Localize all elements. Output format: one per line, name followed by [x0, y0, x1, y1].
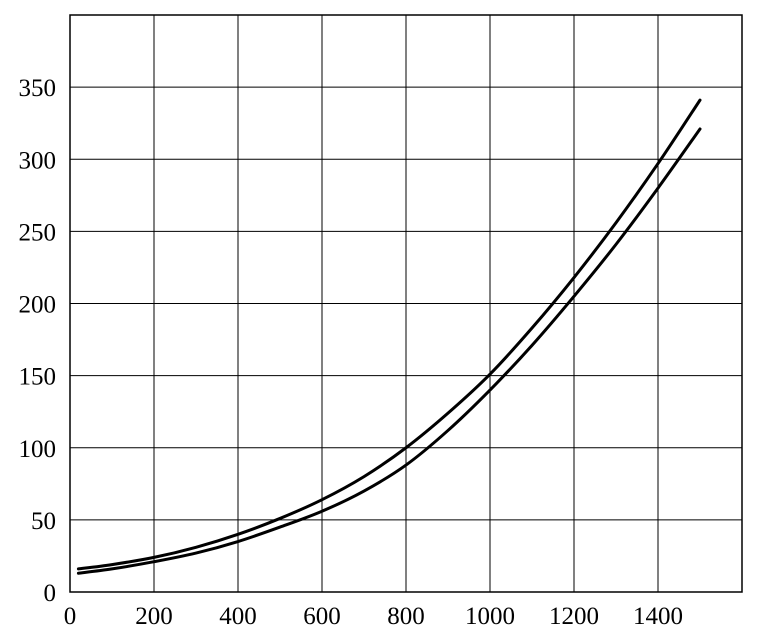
- x-tick-label: 0: [64, 603, 77, 630]
- data-series: [76, 98, 702, 575]
- x-tick-label: 1200: [549, 603, 599, 630]
- x-tick-label: 1400: [633, 603, 683, 630]
- y-tick-label: 200: [19, 292, 57, 319]
- x-tick-label: 800: [387, 603, 425, 630]
- x-tick-label: 600: [303, 603, 341, 630]
- plot-area-frame: [69, 14, 743, 593]
- y-axis-tick-labels: 0 50 100 150 200 250 300 350: [19, 75, 57, 607]
- x-tick-label: 1000: [465, 603, 515, 630]
- x-tick-label: 200: [135, 603, 173, 630]
- grid: [69, 14, 742, 593]
- y-tick-label: 50: [31, 508, 56, 535]
- x-axis-tick-labels: 0 200 400 600 800 1000 1200 1400: [64, 603, 683, 630]
- y-tick-label: 0: [44, 580, 57, 607]
- y-tick-label: 350: [19, 75, 57, 102]
- series-line-1: [76, 98, 702, 571]
- y-tick-label: 100: [19, 436, 57, 463]
- y-tick-label: 150: [19, 364, 57, 391]
- x-tick-label: 400: [219, 603, 257, 630]
- series-line-2: [76, 127, 702, 575]
- y-tick-label: 250: [19, 219, 57, 246]
- y-tick-label: 300: [19, 147, 57, 174]
